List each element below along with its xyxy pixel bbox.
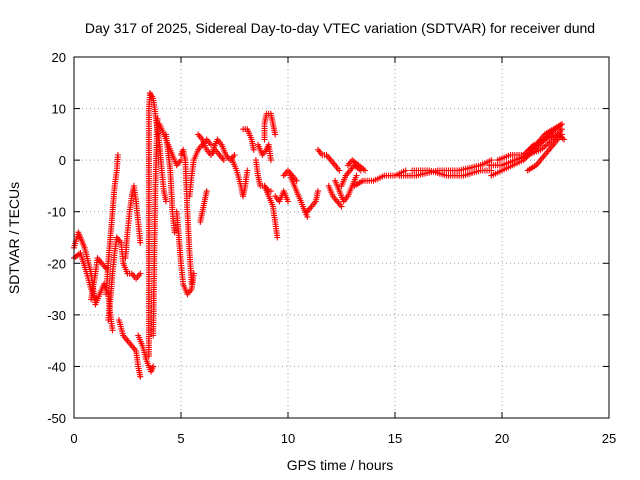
y-tick-label: 20 [52,50,66,65]
data-point [220,157,227,164]
data-point [114,152,121,158]
x-tick-label: 15 [388,431,402,446]
data-point [267,157,274,164]
data-point [154,115,161,122]
plot-frame [73,56,610,419]
data-point [558,121,565,127]
y-tick-label: -40 [47,359,66,374]
axis-ticks: 0 5 10 15 20 25 -50 -40 -30 -20 -10 0 10 20 [47,50,616,446]
data-point [203,188,210,195]
data-point [285,198,291,205]
data-point [163,198,169,205]
data-point [338,203,345,210]
y-tick-label: -50 [47,411,66,426]
data-point [231,152,238,158]
x-tick-label: 25 [602,431,616,446]
data-point [272,131,279,138]
data-point [558,131,565,138]
y-tick-label: -10 [47,205,66,220]
data-point [250,146,257,153]
data-point [244,167,251,174]
x-axis-label: GPS time / hours [287,457,394,473]
data-point [137,373,144,380]
data-point [558,126,565,133]
data-point [171,229,178,236]
x-tick-label: 10 [281,431,295,446]
data-point [150,363,157,370]
data-point [137,270,144,277]
data-point [488,157,495,164]
chart-title: Day 317 of 2025, Sidereal Day-to-day VTE… [85,20,595,36]
data-point [267,188,274,195]
data-points [71,90,568,380]
data-point [362,167,368,174]
data-point [561,136,568,143]
x-tick-label: 0 [70,431,77,446]
data-point [315,188,321,195]
data-point [304,213,311,220]
y-tick-label: 10 [52,102,66,117]
data-point [353,172,360,179]
x-tick-label: 20 [495,431,509,446]
data-point [488,167,495,174]
data-point [109,327,116,334]
data-point [336,167,343,174]
x-tick-label: 5 [177,431,184,446]
data-point [293,177,300,184]
y-axis-label: SDTVAR / TECUs [6,182,22,294]
y-tick-label: -30 [47,308,66,323]
data-point [402,167,409,174]
data-point [274,234,281,241]
data-point [188,280,195,287]
data-point [208,141,214,148]
y-tick-label: 0 [59,153,66,168]
data-point [137,239,144,246]
y-tick-label: -20 [47,256,66,271]
